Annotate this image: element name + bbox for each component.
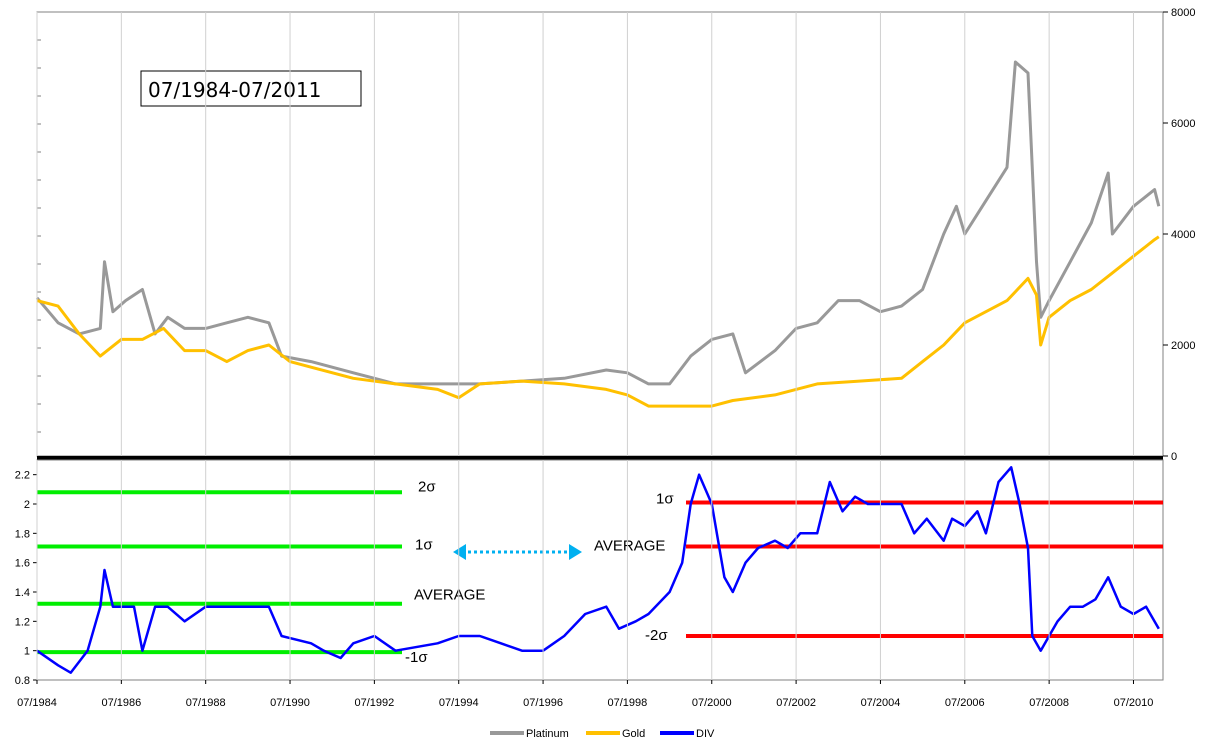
period-arrow	[453, 544, 582, 560]
x-tick-label: 07/1994	[439, 697, 479, 709]
x-tick-label: 07/1988	[186, 697, 226, 709]
panel-divider	[37, 456, 1163, 460]
x-tick-label: 07/1984	[17, 697, 57, 709]
x-tick-label: 07/1990	[270, 697, 310, 709]
x-tick-label: 07/1996	[523, 697, 563, 709]
series-line-div	[36, 466, 1160, 674]
red-reference-label: AVERAGE	[594, 538, 665, 555]
lower-series-lines	[36, 466, 1160, 674]
lower-panel: 0.8 1 1.2 1.4 1.6 1.8 2 2.2 2σ 1σ AVERAGE -1σ 1σ AVE…	[15, 459, 1164, 687]
lower-y-tick-label: 1.8	[15, 528, 30, 540]
title-box: 07/1984-07/2011	[140, 70, 362, 107]
reference-lines: 2σ 1σ AVERAGE -1σ 1σ AVERAGE -2σ	[37, 478, 1163, 666]
green-reference-label: 2σ	[418, 478, 436, 495]
series-line-gold	[36, 235, 1160, 408]
x-tick-label: 07/2002	[776, 697, 816, 709]
x-tick-label: 07/1986	[101, 697, 141, 709]
upper-y-tick-label: 2000	[1171, 340, 1195, 352]
legend-label-platinum: Platinum	[526, 728, 569, 740]
lower-y-tick-label: 1	[24, 646, 30, 658]
x-tick-label: 07/2010	[1114, 697, 1154, 709]
lower-y-tick-label: 0.8	[15, 675, 30, 687]
red-reference-label: 1σ	[656, 491, 674, 508]
green-reference-label: AVERAGE	[414, 587, 485, 604]
title-box-text: 07/1984-07/2011	[148, 78, 321, 102]
series-line-platinum	[35, 60, 1161, 386]
x-tick-label: 07/2000	[692, 697, 732, 709]
x-tick-label: 07/2004	[861, 697, 901, 709]
lower-plot-frame	[36, 459, 1164, 681]
legend-label-div: DIV	[696, 728, 715, 740]
legend-label-gold: Gold	[622, 728, 645, 740]
x-tick-label: 07/1998	[608, 697, 648, 709]
x-axis-ticks: 07/1984 07/1986 07/1988 07/1990 07/1992 07/19…	[17, 12, 1153, 709]
green-reference-label: 1σ	[415, 537, 433, 554]
arrow-head-left	[453, 544, 466, 560]
arrow-head-right	[569, 544, 582, 560]
x-tick-label: 07/2006	[945, 697, 985, 709]
red-reference-label: -2σ	[645, 627, 668, 644]
upper-y-tick-label: 0	[1171, 451, 1177, 463]
green-reference-label: -1σ	[405, 649, 428, 666]
upper-y-tick-label: 8000	[1171, 7, 1195, 19]
lower-y-tick-label: 1.4	[15, 587, 30, 599]
upper-y-tick-label: 4000	[1171, 229, 1195, 241]
upper-series-lines	[35, 60, 1161, 408]
x-tick-label: 07/2008	[1029, 697, 1069, 709]
lower-y-axis-ticks: 0.8 1 1.2 1.4 1.6 1.8 2 2.2	[15, 470, 37, 687]
title-box-frame	[140, 70, 362, 107]
lower-y-tick-label: 2.2	[15, 470, 30, 482]
upper-y-tick-label: 6000	[1171, 118, 1195, 130]
upper-panel: 0 2000 4000 6000 8000 07/1984-07/2011	[35, 7, 1195, 463]
lower-y-tick-label: 1.6	[15, 558, 30, 570]
lower-y-tick-label: 2	[24, 499, 30, 511]
legend: Platinum Gold DIV	[490, 728, 715, 740]
lower-y-tick-label: 1.2	[15, 616, 30, 628]
upper-y-axis-ticks: 0 2000 4000 6000 8000	[37, 7, 1195, 463]
x-tick-label: 07/1992	[354, 697, 394, 709]
